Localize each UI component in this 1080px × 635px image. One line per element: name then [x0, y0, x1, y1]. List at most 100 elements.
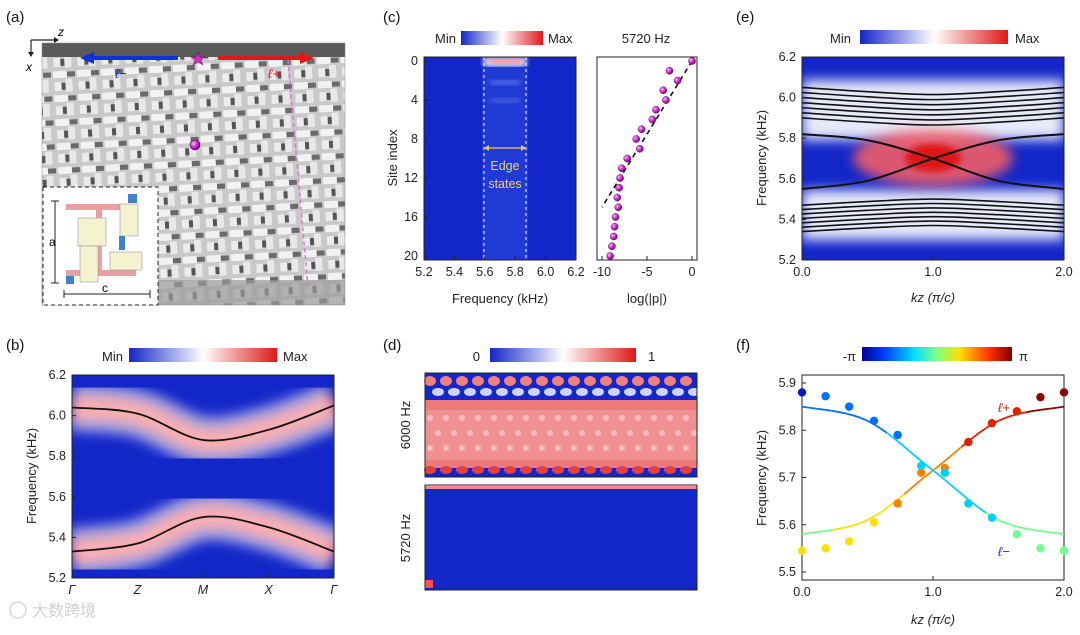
ripple-lobe — [688, 388, 700, 396]
lattice-dot — [491, 445, 497, 451]
fit-curve-plus — [867, 515, 875, 521]
plot-f-data — [797, 388, 1069, 555]
y-tick-label: 5.6 — [779, 172, 796, 186]
plot-c-axes: 5.2 5.4 5.6 5.8 6.0 6.2 0 4 8 12 16 20 — [404, 54, 585, 279]
ripple-lobe — [488, 376, 500, 386]
y-tick-label: 5.6 — [779, 518, 796, 532]
lattice-dot — [683, 415, 689, 421]
ripple-lobe — [576, 388, 588, 396]
colorbar-b-min: Min — [102, 349, 123, 364]
colorbar-c-min: Min — [435, 31, 456, 46]
colorbar-b: Min Max — [102, 348, 308, 364]
bulk-band-lower — [802, 220, 1064, 228]
band-line-lower — [71, 515, 335, 553]
lattice-dot — [571, 445, 577, 451]
ripple-lobe — [640, 388, 652, 396]
lattice-dot — [619, 415, 625, 421]
lattice-dot — [627, 430, 633, 436]
measurement-line — [287, 59, 309, 289]
x-tick-label: 5.4 — [446, 265, 463, 279]
y-tick-label: 5.8 — [779, 423, 796, 437]
ripple-lobe — [448, 388, 460, 396]
plot-f-xlabel: kz (π/c) — [911, 612, 955, 627]
point-plus — [844, 537, 854, 546]
data-point — [611, 213, 620, 221]
fit-curve-plus — [920, 474, 928, 481]
x-tick-label: X — [263, 583, 273, 597]
bulk-band-upper — [802, 112, 1064, 121]
lattice-dot — [635, 415, 641, 421]
bulk-band-lower — [802, 207, 1064, 215]
point-plus — [1059, 388, 1069, 397]
bulk-band-upper — [802, 86, 1064, 96]
ripple-pattern — [424, 376, 700, 474]
ripple-lobe — [424, 466, 436, 474]
fit-curve-plus — [998, 417, 1006, 422]
edge-states-label-1: Edge — [490, 159, 519, 173]
plot-e-map — [802, 57, 1064, 260]
lattice-dot — [603, 415, 609, 421]
fit-curve-minus — [809, 406, 817, 410]
point-plus — [987, 418, 997, 428]
lattice-dot — [563, 430, 569, 436]
x-tick-label: 6.0 — [537, 265, 554, 279]
fit-curve-minus — [944, 479, 952, 486]
data-point — [615, 183, 623, 192]
fit-curve-plus — [853, 522, 861, 527]
lattice-dot — [427, 415, 433, 421]
y-tick-label: 6.2 — [49, 368, 66, 382]
fit-curve-plus — [1056, 405, 1065, 409]
colorbar-e: Min Max — [830, 30, 1040, 46]
source-star-icon — [190, 51, 206, 66]
fit-curve-plus — [897, 493, 905, 500]
fit-curve-minus — [955, 488, 963, 495]
ripple-lobe — [456, 376, 468, 386]
fit-curve-minus — [1034, 529, 1042, 533]
colorbar-f: -π π — [843, 347, 1028, 364]
y-tick-label: 5.8 — [49, 449, 66, 463]
label-f-plus: ℓ+ — [998, 400, 1010, 415]
ripple-lobe — [512, 388, 524, 396]
lattice-dot — [579, 430, 585, 436]
lattice-dot — [507, 415, 513, 421]
d-bottom-label: 5720 Hz — [398, 514, 413, 562]
fit-curve-plus — [1034, 408, 1042, 412]
y-tick-label: 8 — [411, 132, 418, 146]
bulk-band-upper — [802, 117, 1064, 126]
y-tick-label: 6.0 — [49, 409, 66, 423]
fit-curve-plus — [909, 483, 917, 491]
bulk-band-upper — [802, 101, 1064, 111]
x-tick-label: 2.0 — [1055, 265, 1072, 279]
data-point — [688, 57, 696, 65]
y-tick-label: 5.8 — [779, 131, 796, 145]
lattice-dot — [475, 445, 481, 451]
ripple-lobe — [680, 466, 692, 474]
y-tick-label: 5.9 — [779, 376, 796, 390]
fit-curve-minus — [816, 407, 825, 411]
x-tick-label: 1.0 — [924, 265, 941, 279]
plot-c-xlabel: Frequency (kHz) — [452, 291, 548, 306]
lattice-dot — [459, 445, 465, 451]
fit-curve-minus — [998, 519, 1006, 524]
fit-curve-plus — [860, 519, 868, 524]
lattice-dot — [443, 445, 449, 451]
plot-e-ylabel: Frequency (kHz) — [754, 110, 769, 206]
ripple-lobe — [456, 466, 468, 474]
lattice-dot — [635, 445, 641, 451]
bulk-band-lower — [802, 202, 1064, 211]
ripple-lobe — [520, 466, 532, 474]
ripple-lobe — [504, 466, 516, 474]
fit-curve-plus — [873, 511, 881, 518]
plot-b-axes: Γ Z M X Γ 6.2 6.0 5.8 5.6 5.4 5.2 — [49, 368, 339, 597]
lattice-dot — [459, 415, 465, 421]
colorbar-e-min: Min — [830, 31, 851, 46]
data-point — [616, 174, 624, 182]
fit-curve-minus — [1012, 524, 1020, 529]
fit-curve-plus — [886, 502, 894, 509]
lattice-dot — [499, 430, 505, 436]
lattice-dot — [619, 445, 625, 451]
lattice-dot — [667, 445, 673, 451]
colorbar-e-max: Max — [1015, 31, 1040, 46]
point-minus — [917, 461, 926, 470]
lattice-dot — [571, 415, 577, 421]
